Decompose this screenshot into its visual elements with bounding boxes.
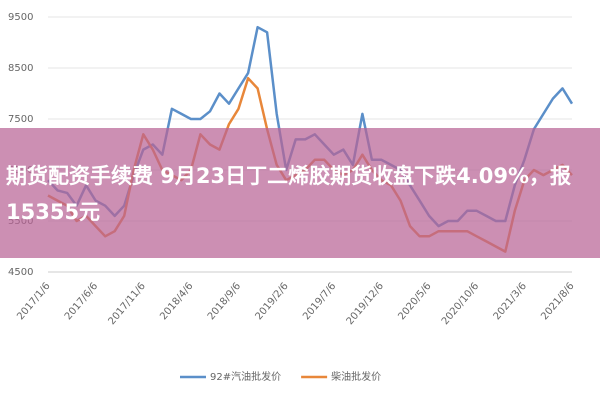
legend-label: 柴油批发价 bbox=[331, 370, 381, 383]
y-tick-label: 9500 bbox=[8, 12, 33, 23]
x-tick-label: 2017/11/6 bbox=[106, 281, 147, 327]
y-tick-label: 7500 bbox=[8, 114, 33, 125]
x-tick-label: 2019/12/6 bbox=[345, 281, 386, 327]
x-tick-label: 2020/10/6 bbox=[440, 281, 481, 327]
x-tick-label: 2019/2/6 bbox=[253, 281, 290, 322]
x-tick-label: 2017/6/6 bbox=[63, 281, 100, 322]
banner-title: 期货配资手续费 9月23日丁二烯胶期货收盘下跌4.09%，报15355元 bbox=[0, 128, 600, 258]
y-tick-label: 4500 bbox=[8, 267, 33, 278]
x-tick-label: 2020/5/6 bbox=[396, 281, 433, 322]
x-tick-label: 2018/4/6 bbox=[158, 281, 195, 322]
y-tick-label: 8500 bbox=[8, 63, 33, 74]
x-tick-label: 2021/3/6 bbox=[492, 281, 529, 322]
x-tick-label: 2019/7/6 bbox=[301, 281, 338, 322]
legend-label: 92#汽油批发价 bbox=[210, 370, 281, 383]
x-tick-label: 2018/9/6 bbox=[206, 281, 243, 322]
x-tick-label: 2021/8/6 bbox=[539, 281, 576, 322]
x-tick-label: 2017/1/6 bbox=[15, 281, 52, 322]
